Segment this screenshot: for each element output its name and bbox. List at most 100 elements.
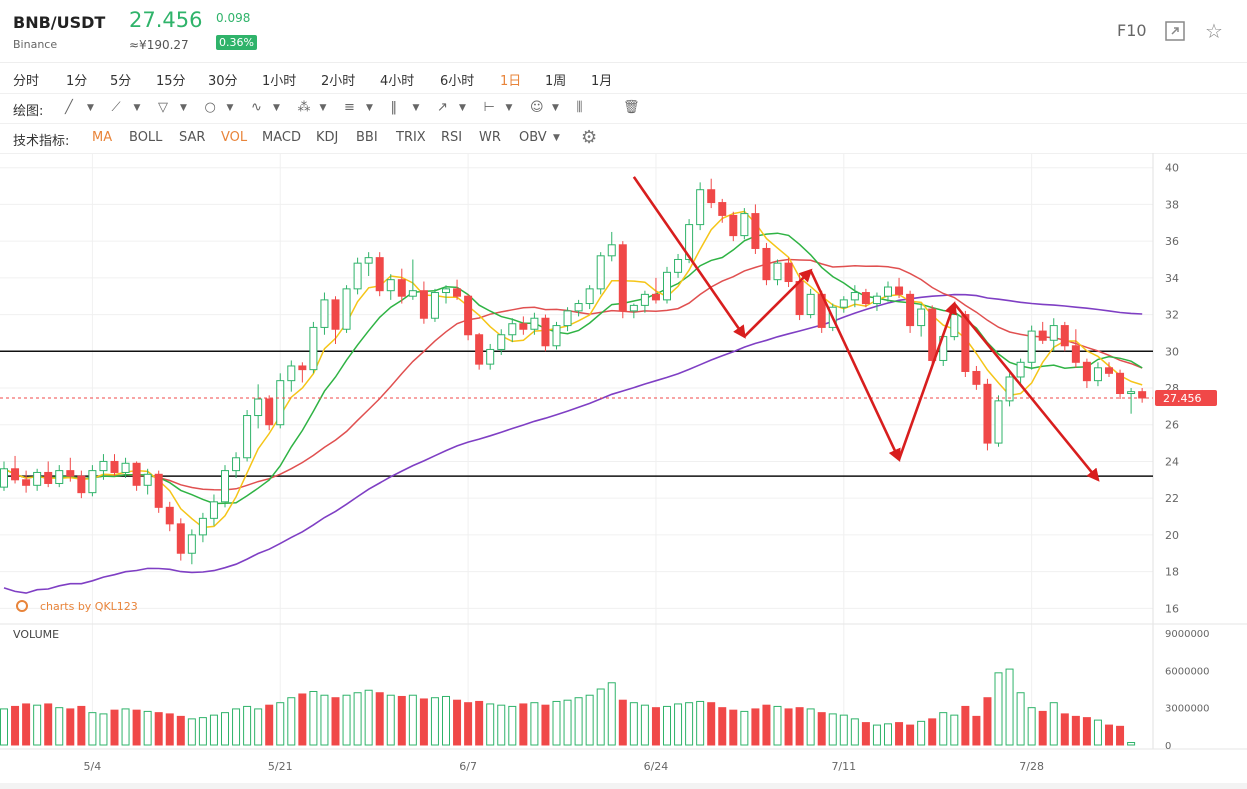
- chevron-down-icon[interactable]: ▼: [180, 103, 187, 113]
- candle[interactable]: [861, 292, 870, 305]
- candle[interactable]: [928, 308, 937, 361]
- volume-bar[interactable]: [243, 705, 252, 746]
- candle[interactable]: [585, 288, 594, 305]
- candle[interactable]: [386, 279, 395, 292]
- volume-bar[interactable]: [22, 703, 31, 746]
- volume-bar[interactable]: [99, 713, 108, 746]
- volume-bar[interactable]: [861, 722, 870, 746]
- candle[interactable]: [442, 288, 450, 294]
- candle[interactable]: [397, 279, 406, 297]
- candle[interactable]: [607, 244, 616, 257]
- candle[interactable]: [563, 310, 572, 327]
- candle[interactable]: [1027, 330, 1036, 363]
- volume-bar[interactable]: [729, 709, 738, 746]
- candles-icon[interactable]: ⫼: [576, 100, 583, 115]
- indicator-sar[interactable]: SAR: [179, 130, 206, 145]
- expand-icon[interactable]: [1164, 20, 1186, 42]
- timeframe-10[interactable]: 1周: [545, 74, 567, 89]
- volume-bar[interactable]: [176, 715, 185, 746]
- volume-bar[interactable]: [375, 692, 384, 746]
- volume-bar[interactable]: [309, 690, 318, 746]
- candle[interactable]: [1049, 325, 1058, 341]
- volume-bar[interactable]: [884, 723, 892, 746]
- candle[interactable]: [110, 460, 119, 473]
- volume-bar[interactable]: [751, 708, 760, 746]
- timeframe-3[interactable]: 15分: [156, 74, 186, 89]
- candle[interactable]: [994, 400, 1003, 444]
- candle[interactable]: [696, 189, 705, 226]
- candle[interactable]: [364, 257, 373, 264]
- volume-bar[interactable]: [44, 703, 53, 746]
- candle[interactable]: [77, 475, 86, 494]
- volume-bar[interactable]: [121, 708, 130, 746]
- text-tool-icon[interactable]: ☺: [530, 100, 544, 115]
- volume-bar[interactable]: [33, 704, 42, 746]
- candle[interactable]: [718, 202, 727, 216]
- candle[interactable]: [232, 457, 241, 472]
- volume-bar[interactable]: [651, 707, 660, 746]
- candle[interactable]: [221, 470, 229, 503]
- candle[interactable]: [651, 293, 660, 301]
- volume-bar[interactable]: [430, 697, 439, 746]
- candle[interactable]: [309, 326, 318, 371]
- volume-bar[interactable]: [287, 697, 296, 746]
- candle[interactable]: [243, 415, 252, 459]
- volume-bar[interactable]: [331, 697, 340, 746]
- candle[interactable]: [895, 286, 904, 295]
- volume-bar[interactable]: [143, 710, 152, 746]
- candle[interactable]: [198, 517, 207, 536]
- candle[interactable]: [419, 290, 428, 319]
- indicator-rsi[interactable]: RSI: [441, 130, 463, 145]
- volume-bar[interactable]: [1093, 719, 1102, 746]
- fibonacci-tool-icon[interactable]: ≡: [344, 100, 355, 115]
- volume-bar[interactable]: [795, 707, 804, 746]
- volume-bar[interactable]: [563, 699, 572, 746]
- volume-bar[interactable]: [640, 704, 649, 746]
- volume-bar[interactable]: [895, 722, 904, 746]
- volume-bar[interactable]: [486, 703, 495, 746]
- volume-bar[interactable]: [254, 708, 263, 746]
- candle[interactable]: [320, 299, 329, 328]
- volume-bar[interactable]: [906, 724, 915, 746]
- timeframe-9[interactable]: 1日: [500, 74, 522, 89]
- volume-bar[interactable]: [232, 708, 241, 746]
- volume-bar[interactable]: [1082, 717, 1091, 746]
- volume-bar[interactable]: [740, 710, 749, 746]
- indicator-ma[interactable]: MA: [92, 130, 113, 145]
- timeframe-5[interactable]: 1小时: [262, 74, 297, 89]
- timeframe-6[interactable]: 2小时: [321, 74, 356, 89]
- candle[interactable]: [629, 304, 638, 312]
- candle[interactable]: [508, 323, 517, 336]
- volume-bar[interactable]: [872, 724, 881, 746]
- volume-bar[interactable]: [618, 699, 627, 746]
- candle[interactable]: [22, 479, 31, 486]
- candle[interactable]: [519, 323, 528, 330]
- volume-bar[interactable]: [784, 708, 793, 746]
- timeframe-7[interactable]: 4小时: [380, 74, 415, 89]
- trash-icon[interactable]: 🗑: [623, 100, 640, 115]
- chevron-down-icon[interactable]: ▼: [226, 103, 234, 113]
- volume-bar[interactable]: [187, 718, 196, 746]
- candle[interactable]: [596, 255, 605, 290]
- timeframe-8[interactable]: 6小时: [440, 74, 475, 89]
- indicator-bbi[interactable]: BBI: [356, 130, 378, 145]
- candle[interactable]: [729, 214, 738, 237]
- volume-bar[interactable]: [1105, 724, 1113, 746]
- candle[interactable]: [1016, 361, 1025, 378]
- volume-bar[interactable]: [629, 702, 638, 746]
- candle[interactable]: [475, 334, 484, 365]
- candle[interactable]: [209, 501, 218, 519]
- candle[interactable]: [1005, 376, 1014, 402]
- volume-bar[interactable]: [475, 700, 484, 746]
- volume-bar[interactable]: [1027, 707, 1036, 746]
- volume-bar[interactable]: [530, 702, 539, 746]
- volume-bar[interactable]: [519, 703, 528, 746]
- candle[interactable]: [773, 262, 782, 281]
- timeframe-11[interactable]: 1月: [591, 74, 613, 89]
- gear-icon[interactable]: ⚙: [581, 127, 598, 148]
- volume-bar[interactable]: [0, 708, 8, 746]
- volume-bar[interactable]: [850, 718, 859, 746]
- candle[interactable]: [1071, 345, 1080, 363]
- volume-bar[interactable]: [1071, 715, 1080, 746]
